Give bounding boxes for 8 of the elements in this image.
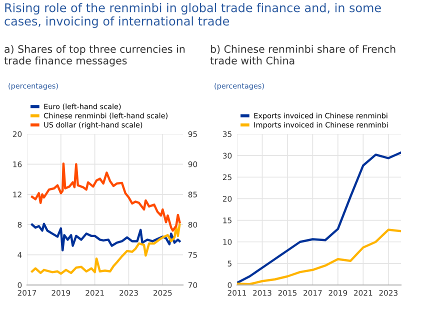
line-series: [30, 162, 181, 232]
line-series: [30, 223, 181, 275]
chart-title: Rising role of the renminbi in global trade finance and, in some cases, invoicing of international trade: [4, 3, 381, 28]
line-series: [237, 151, 401, 284]
line-series: [237, 228, 401, 285]
line-series: [30, 222, 181, 252]
chart-subtitle: a) Shares of top three currencies in trade finance messages: [4, 45, 185, 66]
chart-title: b) Chinese renminbi share of French trade with China: [210, 45, 396, 64]
